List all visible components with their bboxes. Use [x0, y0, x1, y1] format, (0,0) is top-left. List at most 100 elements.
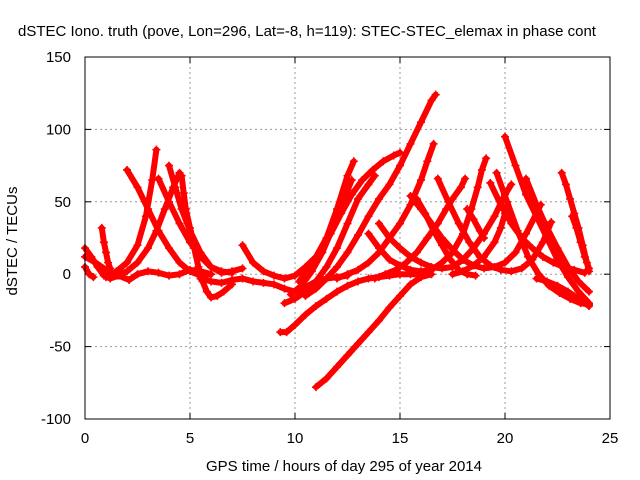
data-point: [259, 267, 268, 276]
series-line: [313, 271, 435, 391]
y-tick-label: 50: [54, 194, 71, 211]
data-point: [343, 351, 352, 360]
data-point: [438, 264, 446, 273]
x-axis-label: GPS time / hours of day 295 of year 2014: [206, 458, 482, 475]
data-point: [249, 258, 257, 267]
data-point: [349, 157, 358, 166]
data-point: [219, 287, 228, 296]
data-point: [358, 176, 367, 185]
data-point: [381, 270, 390, 279]
data-point: [389, 151, 398, 160]
data-point: [165, 197, 173, 206]
data-point: [343, 171, 352, 180]
series-line: [464, 206, 487, 241]
data-point: [480, 234, 488, 242]
data-point: [85, 270, 94, 279]
data-point: [496, 265, 505, 274]
data-point: [532, 274, 541, 283]
y-tick-label: 100: [46, 121, 71, 138]
data-point: [291, 320, 299, 329]
data-point: [125, 275, 134, 284]
data-point: [133, 258, 142, 267]
data-point: [471, 271, 480, 280]
data-point: [543, 277, 551, 286]
series-arc-32: [568, 212, 593, 273]
data-point: [312, 284, 320, 293]
data-point: [463, 205, 472, 214]
data-point: [194, 262, 203, 271]
series-arc-20: [370, 174, 470, 283]
data-point: [102, 273, 110, 282]
data-point: [423, 157, 432, 166]
data-point: [186, 267, 194, 276]
data-point: [501, 132, 509, 141]
series-arc-29: [522, 174, 593, 296]
series-line: [376, 181, 515, 272]
data-point: [385, 180, 394, 189]
data-point: [333, 362, 341, 371]
series-arc-02: [81, 262, 98, 282]
data-point: [446, 255, 455, 264]
data-point: [322, 374, 331, 383]
data-point: [270, 280, 278, 289]
data-point: [511, 248, 520, 257]
data-point: [280, 274, 289, 283]
data-point: [123, 258, 131, 267]
data-point: [406, 200, 415, 209]
x-tick-label: 10: [287, 430, 304, 447]
y-tick-label: -100: [41, 411, 71, 428]
data-point: [249, 277, 257, 286]
data-point: [513, 226, 522, 235]
series-arc-13: [280, 171, 379, 308]
data-point: [375, 244, 383, 253]
data-point: [557, 168, 566, 177]
data-point: [333, 244, 341, 253]
data-point: [412, 194, 421, 203]
data-point: [585, 302, 593, 311]
data-series: [81, 90, 593, 392]
data-point: [396, 291, 404, 300]
data-point: [337, 209, 346, 218]
data-point: [406, 192, 415, 201]
data-point: [454, 265, 463, 274]
data-point: [402, 258, 411, 267]
data-point: [154, 226, 163, 235]
data-point: [444, 197, 453, 206]
data-point: [305, 262, 314, 271]
data-point: [160, 205, 169, 214]
data-point: [238, 264, 247, 273]
data-point: [448, 245, 457, 254]
data-point: [144, 205, 152, 214]
data-point: [496, 200, 505, 209]
data-point: [171, 183, 180, 192]
data-point: [406, 139, 415, 148]
data-point: [492, 168, 501, 177]
series-line: [281, 172, 378, 307]
data-point: [154, 268, 163, 277]
data-point: [217, 278, 226, 287]
y-tick-label: -50: [49, 339, 71, 356]
series-arc-15: [295, 148, 404, 286]
data-point: [370, 171, 379, 180]
data-point: [196, 274, 205, 283]
data-point: [456, 183, 465, 192]
series-arc-05: [102, 145, 161, 282]
y-tick-labels: -100 -50 0 50 100 150: [41, 49, 71, 428]
data-point: [459, 255, 467, 264]
data-point: [301, 310, 310, 319]
data-point: [343, 219, 352, 228]
data-point: [282, 328, 291, 337]
data-point: [291, 294, 299, 303]
series-arc-17: [312, 270, 436, 392]
data-point: [322, 262, 331, 271]
data-point: [112, 267, 121, 276]
data-point: [179, 189, 188, 198]
data-point: [486, 261, 495, 270]
x-tick-label: 15: [392, 430, 409, 447]
data-point: [480, 252, 488, 261]
data-point: [417, 176, 425, 185]
data-point: [280, 284, 289, 293]
y-tick-label: 0: [63, 266, 71, 283]
data-point: [538, 238, 547, 247]
